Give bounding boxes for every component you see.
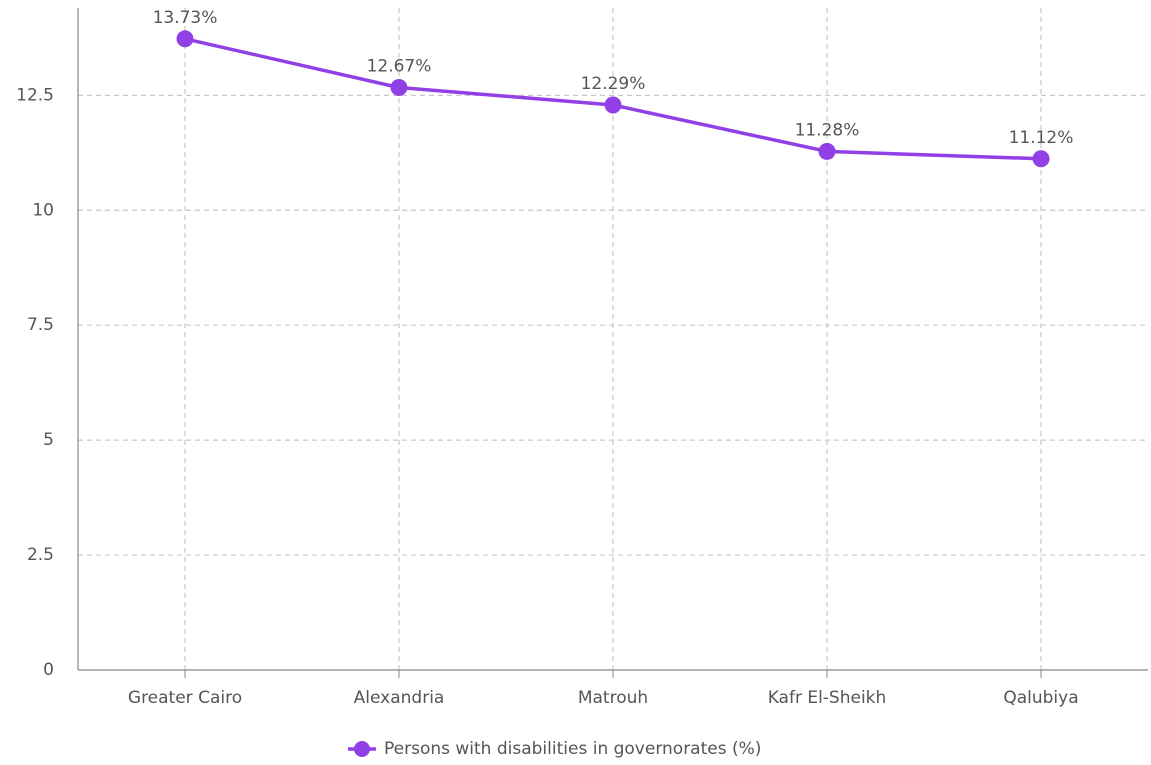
data-point [818,142,836,160]
legend-label: Persons with disabilities in governorate… [384,739,761,759]
x-tick-label: Matrouh [578,688,648,708]
data-point [390,79,408,97]
data-label: 12.29% [581,74,646,94]
data-label: 11.28% [795,120,860,140]
y-tick-label: 5 [43,430,54,450]
y-tick-label: 12.5 [16,85,54,105]
x-tick-label: Alexandria [354,688,445,708]
data-point [1032,150,1050,168]
y-tick-label: 0 [43,660,54,680]
y-tick-label: 10 [32,200,54,220]
x-tick-label: Kafr El-Sheikh [768,688,887,708]
x-tick-label: Greater Cairo [128,688,242,708]
data-label: 12.67% [367,57,432,77]
x-tick-label: Qalubiya [1003,688,1078,708]
y-tick-label: 7.5 [27,315,54,335]
legend-marker [354,741,370,757]
data-point [604,96,622,114]
data-label: 11.12% [1009,128,1074,148]
data-label: 13.73% [153,8,218,28]
y-tick-label: 2.5 [27,545,54,565]
data-point [176,30,194,48]
